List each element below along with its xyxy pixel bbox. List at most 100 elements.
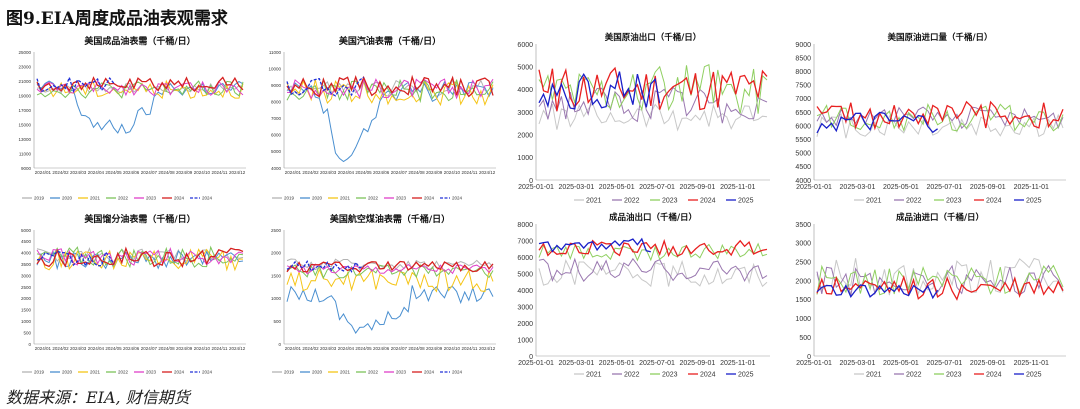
y-tick-label: 500 (799, 335, 811, 342)
x-tick-label: 2024/03 (320, 346, 337, 351)
y-tick-label: 4000 (795, 178, 811, 185)
y-tick-label: 4500 (21, 239, 32, 244)
x-tick-label: 2025-05-01 (599, 184, 635, 191)
y-tick-label: 5000 (517, 64, 533, 71)
data-source: 数据来源：EIA, 财信期货 (6, 388, 190, 407)
figure-title: 图9.EIA周度成品油表观需求 (6, 9, 228, 29)
legend-label: 2025 (1026, 372, 1042, 379)
chart-title: 美国馏分油表需（千桶/日） (84, 213, 195, 225)
x-tick-label: 2025-11-01 (1014, 184, 1049, 191)
legend-label: 2021 (90, 370, 101, 375)
legend-label: 2023 (146, 370, 157, 375)
x-tick-label: 2024/07 (391, 346, 408, 351)
legend-label: 2024 (700, 372, 716, 379)
legend-label: 2021 (90, 196, 101, 201)
chart-title: 美国原油进口量（千桶/日） (887, 32, 992, 43)
y-tick-label: 1500 (21, 308, 32, 313)
x-tick-label: 2024/07 (141, 346, 158, 351)
legend-label: 2023 (146, 196, 157, 201)
y-tick-label: 3000 (517, 110, 533, 117)
legend-label: 2022 (624, 372, 640, 379)
x-tick-label: 2024/08 (158, 346, 175, 351)
series-line-2024 (816, 100, 1064, 131)
y-tick-label: 0 (278, 342, 281, 347)
legend-label: 2024 (452, 196, 463, 201)
y-tick-label: 2000 (795, 278, 811, 285)
x-tick-label: 2025-03-01 (840, 360, 876, 367)
y-tick-label: 5000 (271, 149, 282, 154)
x-tick-label: 2025-09-01 (679, 360, 715, 367)
series-line-2020 (286, 285, 494, 334)
legend-label: 2020 (312, 370, 323, 375)
chart-title: 美国原油出口（千桶/日） (605, 32, 702, 43)
x-tick-label: 2024/02 (302, 170, 319, 175)
x-tick-label: 2025-01-01 (796, 360, 832, 367)
y-tick-label: 25000 (18, 50, 31, 55)
x-tick-label: 2025-11-01 (720, 360, 755, 367)
series-line-2024 (36, 246, 244, 268)
x-tick-label: 2024/04 (338, 346, 355, 351)
legend-label: 2022 (368, 196, 379, 201)
legend-label: 2019 (284, 196, 295, 201)
x-tick-label: 2024/12 (479, 346, 496, 351)
y-tick-label: 9000 (795, 42, 811, 49)
series-line-2025 (816, 111, 938, 134)
x-tick-label: 2025-01-01 (796, 184, 832, 191)
y-tick-label: 2000 (271, 251, 282, 256)
series-line-2024 (286, 76, 365, 97)
y-tick-label: 2000 (517, 321, 533, 328)
y-tick-label: 3500 (795, 222, 811, 229)
legend-label: 2020 (62, 370, 73, 375)
y-tick-label: 15000 (18, 122, 31, 127)
x-tick-label: 2024/07 (141, 170, 158, 175)
legend-label: 2021 (340, 196, 351, 201)
legend-label: 2024 (424, 370, 435, 375)
x-tick-label: 2025-01-01 (518, 184, 554, 191)
x-tick-label: 2024/06 (373, 346, 390, 351)
y-tick-label: 7000 (271, 116, 282, 121)
y-tick-label: 5500 (795, 137, 811, 144)
series-line-2024 (538, 238, 768, 258)
series-line-2023 (816, 103, 1064, 132)
x-tick-label: 2024/08 (408, 170, 425, 175)
legend-label: 2024 (174, 196, 185, 201)
y-tick-label: 3000 (517, 304, 533, 311)
legend-label: 2022 (906, 198, 922, 205)
legend-label: 2024 (452, 370, 463, 375)
y-tick-label: 2000 (21, 296, 32, 301)
y-tick-label: 19000 (18, 93, 31, 98)
legend-label: 2022 (906, 372, 922, 379)
x-tick-label: 2024/04 (88, 346, 105, 351)
x-tick-label: 2024/02 (302, 346, 319, 351)
legend-label: 2023 (396, 370, 407, 375)
series-line-2022 (286, 264, 494, 280)
series-line-2022 (816, 264, 1064, 296)
y-tick-label: 2500 (271, 228, 282, 233)
y-tick-label: 1000 (795, 316, 811, 323)
x-tick-label: 2024/06 (373, 170, 390, 175)
x-tick-label: 2024/11 (212, 170, 228, 175)
chart-6: 美国航空煤油表需（千桶/日） 0 500 1000 1500 2000 2500 2024/0… (271, 213, 496, 375)
y-tick-label: 6000 (271, 133, 282, 138)
legend-label: 2022 (118, 370, 129, 375)
y-tick-label: 3000 (21, 273, 32, 278)
series-line-2021 (538, 258, 768, 288)
y-tick-label: 0 (28, 342, 31, 347)
x-tick-label: 2024/03 (70, 170, 87, 175)
y-tick-label: 8000 (795, 69, 811, 76)
y-tick-label: 3500 (21, 262, 32, 267)
x-tick-label: 2024/03 (320, 170, 337, 175)
x-tick-label: 2025-03-01 (840, 184, 876, 191)
x-tick-label: 2024/09 (176, 346, 193, 351)
x-tick-label: 2024/05 (105, 346, 122, 351)
legend-label: 2023 (662, 372, 678, 379)
x-tick-label: 2025-07-01 (639, 184, 675, 191)
x-tick-label: 2025-09-01 (970, 360, 1006, 367)
y-tick-label: 10000 (268, 66, 281, 71)
y-tick-label: 0 (529, 354, 533, 361)
y-tick-label: 8500 (795, 55, 811, 62)
legend-label: 2024 (700, 198, 716, 205)
x-tick-label: 2024/12 (479, 170, 496, 175)
series-line-2024 (286, 260, 494, 273)
legend-label: 2019 (284, 370, 295, 375)
